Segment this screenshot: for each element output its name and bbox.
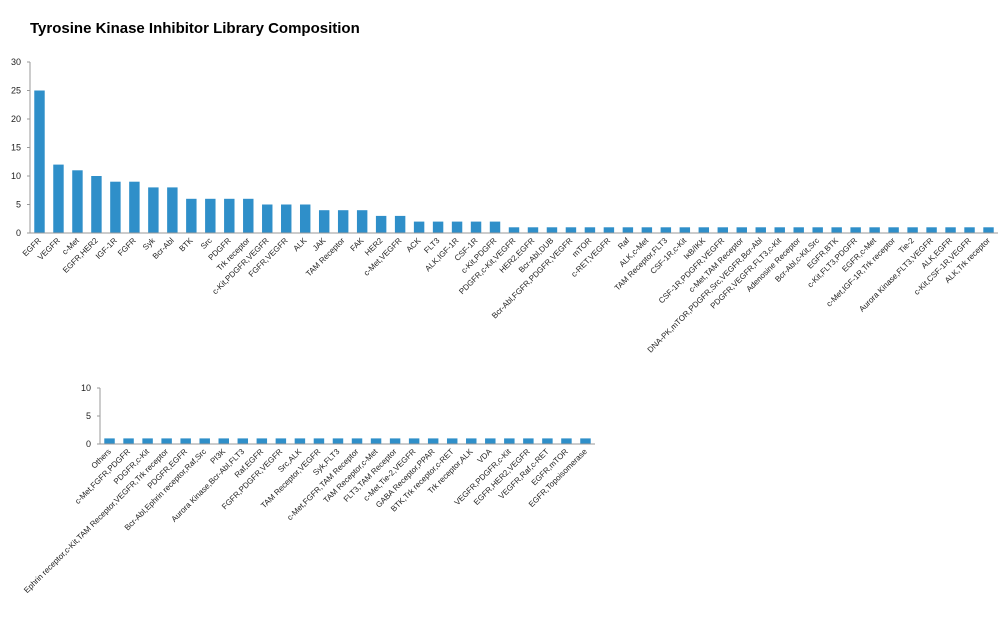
x-category-label: ACK (405, 236, 423, 254)
bar-20 (394, 215, 406, 233)
bar-3 (142, 438, 153, 444)
bar-6 (129, 181, 140, 233)
bar-43 (831, 227, 842, 233)
bar-11 (224, 198, 235, 233)
bar-5 (180, 438, 191, 444)
bar-38 (736, 227, 747, 233)
y-tick-label: 5 (16, 200, 21, 210)
bar-37 (717, 227, 729, 233)
bar-14 (351, 438, 363, 444)
bar-15 (370, 438, 382, 444)
y-tick-label: 15 (11, 143, 21, 153)
x-category-label: IGF-1R (94, 236, 119, 261)
chart-title: Tyrosine Kinase Inhibitor Library Compos… (30, 20, 360, 37)
bar-29 (565, 227, 577, 233)
bar-19 (446, 438, 458, 444)
x-category-label: FGFR (116, 236, 138, 258)
bar-12 (313, 438, 325, 444)
bar-3 (72, 170, 83, 233)
bar-7 (218, 438, 229, 444)
bar-27 (527, 227, 539, 233)
bar-48 (926, 227, 937, 233)
bar-30 (584, 227, 596, 233)
bar-49 (945, 227, 956, 233)
bar-41 (793, 227, 804, 233)
bar-23 (451, 221, 463, 233)
bar-39 (755, 227, 766, 233)
bar-14 (281, 204, 292, 233)
bar-19 (375, 215, 387, 233)
bar-33 (641, 227, 653, 233)
bar-20 (466, 438, 477, 444)
bar-5 (110, 181, 121, 233)
bar-34 (660, 227, 672, 233)
bar-10 (205, 198, 216, 233)
bar-1 (104, 438, 115, 444)
bar-23 (523, 438, 534, 444)
bar-9 (256, 438, 268, 444)
bar-35 (679, 227, 691, 233)
bar-4 (161, 438, 172, 444)
bar-4 (91, 176, 102, 233)
bar-51 (983, 227, 994, 233)
y-tick-label: 0 (86, 439, 91, 449)
bar-1 (34, 90, 45, 233)
x-category-label: ALK (292, 236, 310, 254)
bar-16 (318, 210, 330, 233)
chart-1: 051015202530EGFRVEGFRc-MetEGFR,HER2IGF-1… (11, 57, 998, 355)
bar-24 (470, 221, 482, 233)
bar-2 (53, 164, 64, 233)
bar-2 (123, 438, 134, 444)
bar-45 (869, 227, 880, 233)
bar-46 (888, 227, 899, 233)
x-category-label: Src (199, 236, 214, 251)
y-tick-label: 20 (11, 114, 21, 124)
x-category-label: Raf (616, 236, 632, 252)
bar-31 (603, 227, 615, 233)
bar-26 (580, 438, 591, 444)
bar-26 (508, 227, 520, 233)
bar-18 (356, 210, 368, 233)
y-tick-label: 0 (16, 228, 21, 238)
bar-24 (542, 438, 553, 444)
y-tick-label: 30 (11, 57, 21, 67)
bar-22 (432, 221, 444, 233)
x-category-label: Bcr-Abl (151, 236, 176, 261)
bar-32 (622, 227, 634, 233)
y-tick-label: 5 (86, 411, 91, 421)
bar-15 (299, 204, 311, 233)
bar-22 (504, 438, 515, 444)
bar-47 (907, 227, 918, 233)
bar-50 (964, 227, 975, 233)
bar-8 (167, 187, 178, 233)
bar-17 (337, 210, 349, 233)
bar-17 (408, 438, 420, 444)
bar-28 (546, 227, 558, 233)
bar-9 (186, 198, 197, 233)
bar-8 (237, 438, 249, 444)
y-tick-label: 25 (11, 86, 21, 96)
x-category-label: BTK (177, 236, 195, 254)
y-tick-label: 10 (11, 171, 21, 181)
bar-42 (812, 227, 823, 233)
y-tick-label: 10 (81, 383, 91, 393)
bar-40 (774, 227, 785, 233)
bar-7 (148, 187, 159, 233)
bar-16 (389, 438, 401, 444)
bar-10 (275, 438, 287, 444)
bar-21 (413, 221, 425, 233)
bar-36 (698, 227, 710, 233)
bar-25 (489, 221, 501, 233)
bar-13 (262, 204, 273, 233)
bar-13 (332, 438, 344, 444)
bar-6 (199, 438, 210, 444)
bar-44 (850, 227, 861, 233)
bar-18 (427, 438, 439, 444)
bar-11 (294, 438, 306, 444)
bar-12 (243, 198, 254, 233)
bar-25 (561, 438, 572, 444)
chart-2: 0510Othersc-Met,FGFR,PDGFRPDGFR,c-KitEph… (22, 383, 595, 595)
bar-21 (485, 438, 496, 444)
